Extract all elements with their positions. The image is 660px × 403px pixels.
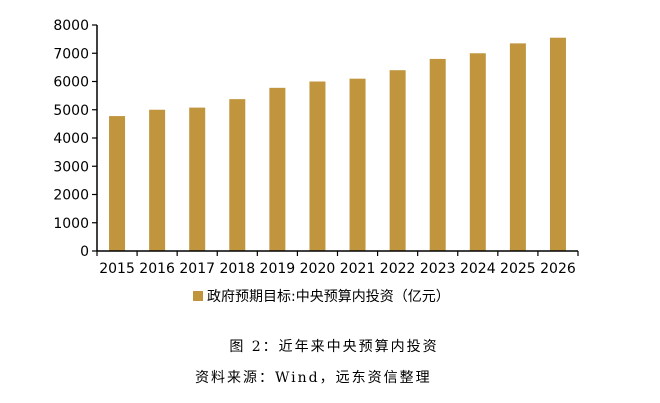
bars [109,37,566,252]
y-tick-label: 8000 [53,18,89,34]
bar-2019 [269,87,286,251]
bar-2024 [469,53,486,251]
legend-label: 政府预期目标:中央预算内投资（亿元） [207,289,450,305]
bar-2020 [309,81,326,251]
x-tick-label: 2023 [420,261,456,277]
bar-2022 [389,70,406,251]
x-tick-label: 2018 [219,261,255,277]
bar-2017 [189,107,206,251]
y-tick-label: 3000 [53,159,89,175]
bar-2015 [109,116,126,251]
x-tick-label: 2021 [340,261,376,277]
x-tick-label: 2015 [99,261,135,277]
y-tick-label: 2000 [53,188,89,204]
figure-caption: 图 2：近年来中央预算内投资 [229,339,439,355]
legend-swatch [193,291,203,301]
y-axis: 0 1000 2000 3000 4000 5000 6000 7000 8000 [53,18,98,260]
bar-2023 [429,58,446,252]
x-tick-label: 2016 [139,261,175,277]
y-tick-label: 5000 [53,103,89,119]
bar-2021 [349,78,366,251]
x-tick-label: 2017 [179,261,215,277]
y-tick-label: 1000 [53,216,89,232]
bar-2025 [509,43,526,251]
y-tick-label: 6000 [53,75,89,91]
legend: 政府预期目标:中央预算内投资（亿元） [193,286,450,306]
x-tick-label: 2026 [540,261,576,277]
x-tick-label: 2019 [260,261,296,277]
bar-2026 [549,37,566,252]
x-tick-label: 2020 [300,261,336,277]
bar-2018 [229,99,246,252]
y-tick-label: 0 [80,244,89,260]
x-tick-label: 2022 [380,261,416,277]
source-note: 资料来源：Wind，远东资信整理 [195,370,432,386]
x-tick-label: 2024 [460,261,496,277]
bar-2016 [149,109,166,251]
x-axis: 2015 2016 2017 2018 2019 2020 2021 2022 2023 2024… [96,250,579,277]
y-tick-label: 4000 [53,131,89,147]
y-tick-label: 7000 [53,46,89,62]
x-tick-label: 2025 [500,261,536,277]
